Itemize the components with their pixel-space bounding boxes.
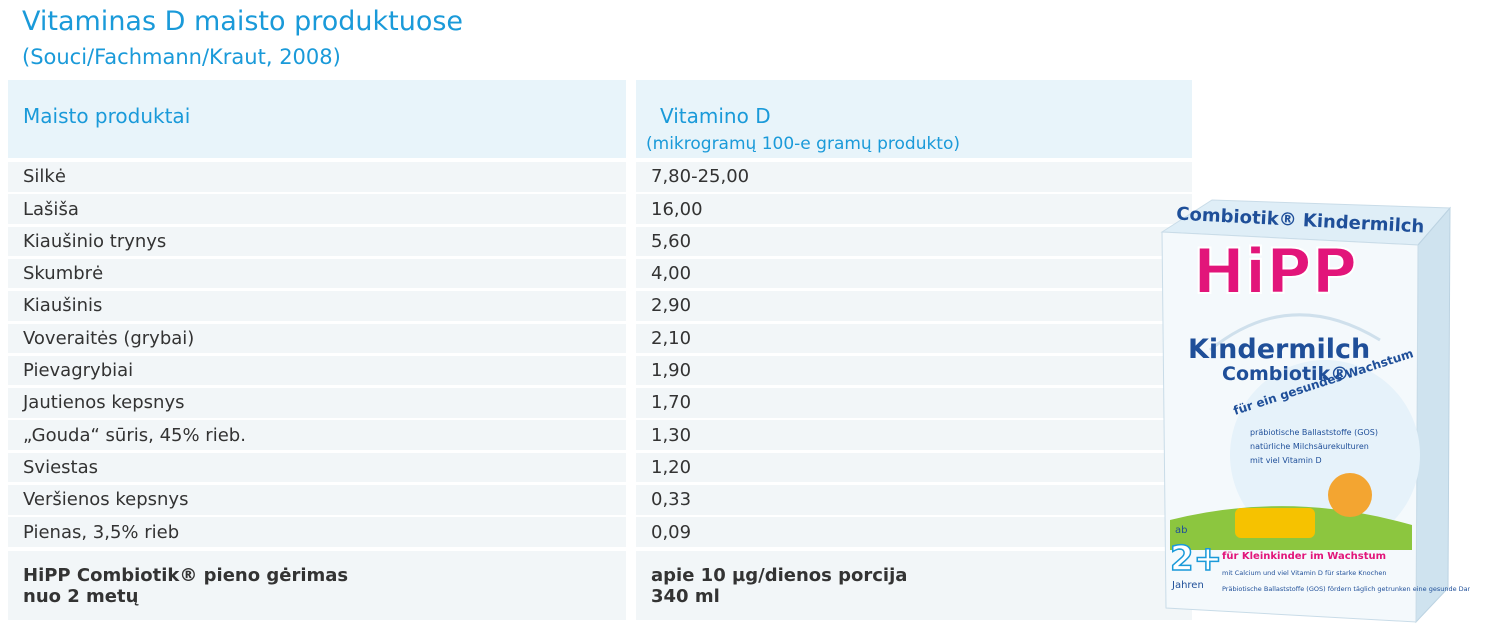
title: Vitaminas D maisto produktuose [22, 6, 464, 37]
notes: mit Calcium und viel Vitamin D für stark… [1222, 569, 1470, 593]
cell-text: 2,90 [651, 295, 692, 317]
cell-text: 1,70 [651, 392, 692, 414]
table-cell: apie 10 µg/dienos porcija 340 ml [636, 551, 1192, 620]
footer-text: HiPP Combiotik® pieno gėrimas [23, 564, 349, 586]
cell-text: Veršienos kepsnys [23, 489, 189, 511]
table-cell: 7,80-25,00 [636, 162, 1192, 192]
cell-text: 1,30 [651, 424, 692, 446]
product-name: Kindermilch [1188, 334, 1370, 365]
cell-text: Sviestas [23, 456, 98, 478]
product-box: Combiotik® Kindermilch HiPP Kindermilch … [1160, 199, 1470, 624]
box-text: natürliche Milchsäurekulturen [1250, 442, 1369, 451]
table-cell: 1,90 [636, 355, 1192, 386]
table-cell: Voveraitės (grybai) [8, 323, 626, 353]
product-line: Combiotik® [1222, 363, 1349, 385]
header-subtext: (mikrogramų 100-e gramų produkto) [646, 134, 961, 154]
cell-text: 16,00 [651, 198, 703, 220]
table-cell: Kiaušinis [8, 291, 626, 321]
table-cell: 1,70 [636, 388, 1192, 418]
cell-text: 1,90 [651, 360, 692, 382]
cell-text: 7,80-25,00 [651, 166, 750, 188]
table-cell: 16,00 [636, 194, 1192, 224]
brand: HiPP [1193, 235, 1357, 308]
cell-text: 0,09 [651, 521, 692, 543]
footer-text: nuo 2 metų [23, 585, 139, 607]
cell-text: Kiaušinio trynys [23, 230, 167, 252]
cell-text: 1,20 [651, 456, 692, 478]
table-cell: 0,09 [636, 517, 1192, 547]
cell-text: Lašiša [23, 198, 79, 220]
footer-text: apie 10 µg/dienos porcija [651, 564, 908, 586]
box-text: Präbiotische Ballaststoffe (GOS) fördern… [1222, 585, 1470, 593]
table-cell: Lašiša [8, 194, 626, 224]
table-cell: Kiaušinio trynys [8, 226, 626, 257]
table-cell: Pienas, 3,5% rieb [8, 517, 626, 547]
subtitle: (Souci/Fachmann/Kraut, 2008) [22, 45, 341, 69]
box-text: mit viel Vitamin D [1250, 456, 1322, 465]
table-cell: 1,20 [636, 452, 1192, 483]
age: 2+ [1170, 539, 1222, 579]
table-cell: 2,10 [636, 323, 1192, 353]
age-suffix: Jahren [1171, 580, 1204, 591]
cell-text: Jautienos kepsnys [23, 392, 185, 414]
cell-text: Skumbrė [23, 263, 104, 285]
table-cell: HiPP Combiotik® pieno gėrimas nuo 2 metų [8, 551, 626, 620]
cell-text: 4,00 [651, 263, 692, 285]
box-text: mit Calcium und viel Vitamin D für stark… [1222, 569, 1386, 577]
cell-text: 0,33 [651, 489, 692, 511]
table-cell: 4,00 [636, 258, 1192, 289]
cell-text: Silkė [23, 166, 66, 188]
table-cell: Sviestas [8, 452, 626, 483]
bullets: präbiotische Ballaststoffe (GOS) natürlic… [1250, 428, 1378, 465]
table-cell: Silkė [8, 162, 626, 192]
header-text: Vitamino D [660, 104, 771, 128]
table-cell: Veršienos kepsnys [8, 485, 626, 515]
table-cell: Jautienos kepsnys [8, 388, 626, 418]
column-header: Vitamino D (mikrogramų 100-e gramų produk… [636, 80, 1192, 158]
cell-text: Pievagrybiai [23, 360, 134, 382]
table-cell: 5,60 [636, 226, 1192, 257]
table-cell: 1,30 [636, 420, 1192, 450]
table-cell: 0,33 [636, 485, 1192, 515]
table-cell: Pievagrybiai [8, 355, 626, 386]
age-prefix: ab [1175, 525, 1187, 536]
table-cell: 2,90 [636, 291, 1192, 321]
cell-text: 5,60 [651, 230, 692, 252]
cell-text: „Gouda“ sūris, 45% rieb. [23, 424, 246, 446]
table-cell: „Gouda“ sūris, 45% rieb. [8, 420, 626, 450]
header-text: Maisto produktai [23, 104, 191, 128]
cell-text: Voveraitės (grybai) [23, 327, 195, 349]
table-cell: Skumbrė [8, 258, 626, 289]
cell-text: 2,10 [651, 327, 692, 349]
footer-text: 340 ml [651, 585, 720, 607]
column-header: Maisto produktai [8, 80, 626, 158]
box-text: präbiotische Ballaststoffe (GOS) [1250, 428, 1378, 437]
cell-text: Pienas, 3,5% rieb [23, 521, 180, 543]
tagline: für Kleinkinder im Wachstum [1222, 551, 1386, 562]
cell-text: Kiaušinis [23, 295, 103, 317]
